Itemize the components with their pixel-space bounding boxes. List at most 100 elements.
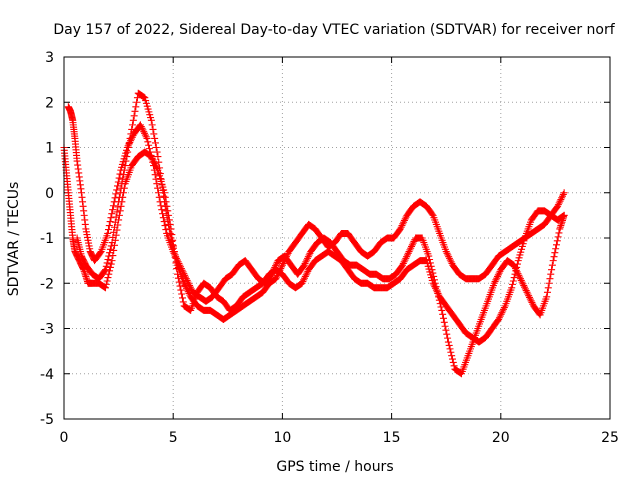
data-point (140, 128, 148, 136)
data-point (278, 261, 286, 269)
y-tick-label: -1 (40, 231, 54, 247)
data-point (107, 260, 115, 268)
y-tick-label: -4 (40, 367, 54, 383)
data-point (444, 251, 452, 259)
data-point (131, 107, 139, 115)
data-point (269, 267, 277, 275)
data-point (102, 280, 110, 288)
data-point (169, 244, 177, 252)
data-point (109, 233, 117, 241)
data-point (153, 180, 161, 188)
data-point (114, 178, 122, 186)
data-point (124, 148, 132, 156)
data-point (176, 282, 184, 290)
data-point (278, 263, 286, 271)
data-point (133, 98, 141, 106)
data-point (528, 298, 536, 306)
data-point (300, 261, 308, 269)
data-point (136, 121, 144, 129)
data-point (509, 277, 517, 285)
data-point (525, 293, 533, 301)
data-point (402, 254, 410, 262)
data-point (279, 259, 287, 267)
data-point (434, 289, 442, 297)
data-point (430, 276, 438, 284)
data-point (105, 270, 113, 278)
data-point (408, 242, 416, 250)
data-point (449, 358, 457, 366)
chart-title: Day 157 of 2022, Sidereal Day-to-day VTE… (53, 22, 615, 38)
data-point (183, 284, 191, 292)
data-point (166, 229, 174, 237)
data-point (126, 134, 134, 142)
data-point (524, 290, 532, 298)
data-point (516, 273, 524, 281)
data-point (113, 186, 121, 194)
data-point (150, 130, 158, 138)
data-point (548, 266, 556, 274)
data-point (500, 305, 508, 313)
data-point (442, 248, 450, 256)
data-point (106, 245, 114, 253)
data-point (104, 229, 112, 237)
data-point (304, 254, 312, 262)
data-point (154, 153, 162, 161)
x-tick-label: 15 (383, 430, 401, 446)
data-point (147, 116, 155, 124)
data-point (145, 141, 153, 149)
data-point (439, 310, 447, 318)
data-point (113, 208, 121, 216)
data-point (526, 295, 534, 303)
data-point (120, 171, 128, 179)
data-point (101, 284, 109, 292)
data-point (158, 206, 166, 214)
data-point (444, 338, 452, 346)
data-point (114, 203, 122, 211)
data-point (500, 304, 508, 312)
data-point (153, 148, 161, 156)
data-point (557, 196, 565, 204)
data-point (150, 162, 158, 170)
x-tick-label: 10 (273, 430, 291, 446)
data-point (493, 274, 501, 282)
data-point (132, 103, 140, 111)
data-point (552, 241, 560, 249)
data-point (106, 263, 114, 271)
y-tick-label: 2 (45, 95, 54, 111)
data-point (549, 257, 557, 265)
data-point (148, 155, 156, 163)
data-point (550, 253, 558, 261)
data-point (397, 223, 405, 231)
data-point (110, 246, 118, 254)
data-point (157, 175, 165, 183)
data-point (441, 322, 449, 330)
data-point (303, 256, 311, 264)
data-point (499, 307, 507, 315)
data-point (121, 162, 129, 170)
data-point (299, 278, 307, 286)
data-point (274, 270, 282, 278)
data-point (450, 362, 458, 370)
data-point (427, 262, 435, 270)
data-point (165, 220, 173, 228)
data-point (159, 214, 167, 222)
data-point (400, 258, 408, 266)
data-point (159, 186, 167, 194)
data-point (425, 252, 433, 260)
data-point (527, 297, 535, 305)
data-point (280, 258, 288, 266)
data-point (554, 202, 562, 210)
data-point (159, 210, 167, 218)
data-point (102, 262, 110, 270)
data-point (277, 265, 285, 273)
data-point (443, 249, 451, 257)
data-point (270, 265, 278, 273)
data-point (118, 180, 126, 188)
data-point (128, 125, 136, 133)
y-tick-label: 3 (45, 50, 54, 66)
data-point (559, 190, 567, 198)
data-point (401, 215, 409, 223)
data-point (435, 296, 443, 304)
data-point (169, 241, 177, 249)
data-point (143, 134, 151, 142)
